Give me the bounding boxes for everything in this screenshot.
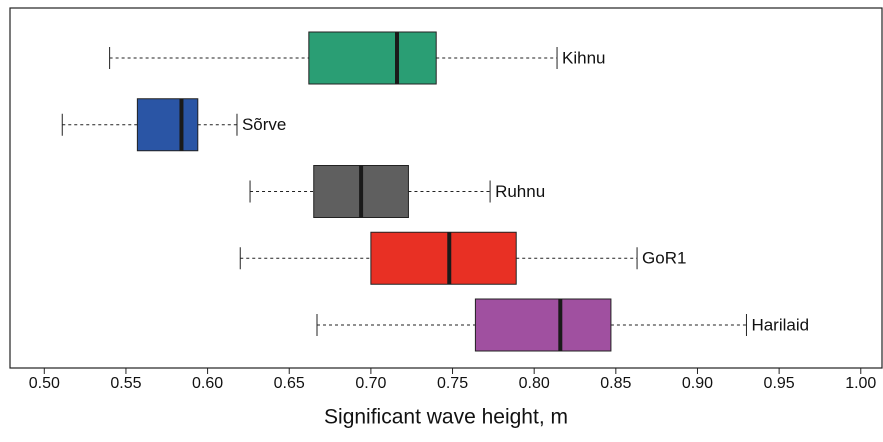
box (474, 298, 612, 352)
x-tick-label: 0.60 (192, 375, 223, 392)
box-label: GoR1 (642, 249, 686, 268)
x-tick-label: 0.65 (274, 375, 305, 392)
x-tick-label: 0.95 (764, 375, 795, 392)
x-tick-label: 0.85 (600, 375, 631, 392)
box (308, 31, 437, 85)
box (370, 231, 517, 285)
x-tick-label: 0.75 (437, 375, 468, 392)
x-tick-label: 0.70 (355, 375, 386, 392)
x-tick-label: 0.55 (110, 375, 141, 392)
box-label: Harilaid (751, 315, 809, 334)
plot-frame (9, 7, 883, 369)
box-label: Kihnu (562, 48, 605, 67)
box (136, 98, 199, 152)
box-label: Sõrve (242, 115, 286, 134)
x-tick-label: 1.00 (845, 375, 876, 392)
x-tick-label: 0.90 (682, 375, 713, 392)
box-label: Ruhnu (495, 182, 545, 201)
x-tick-label: 0.80 (519, 375, 550, 392)
x-axis-title: Significant wave height, m (324, 406, 568, 429)
x-tick-label: 0.50 (29, 375, 60, 392)
